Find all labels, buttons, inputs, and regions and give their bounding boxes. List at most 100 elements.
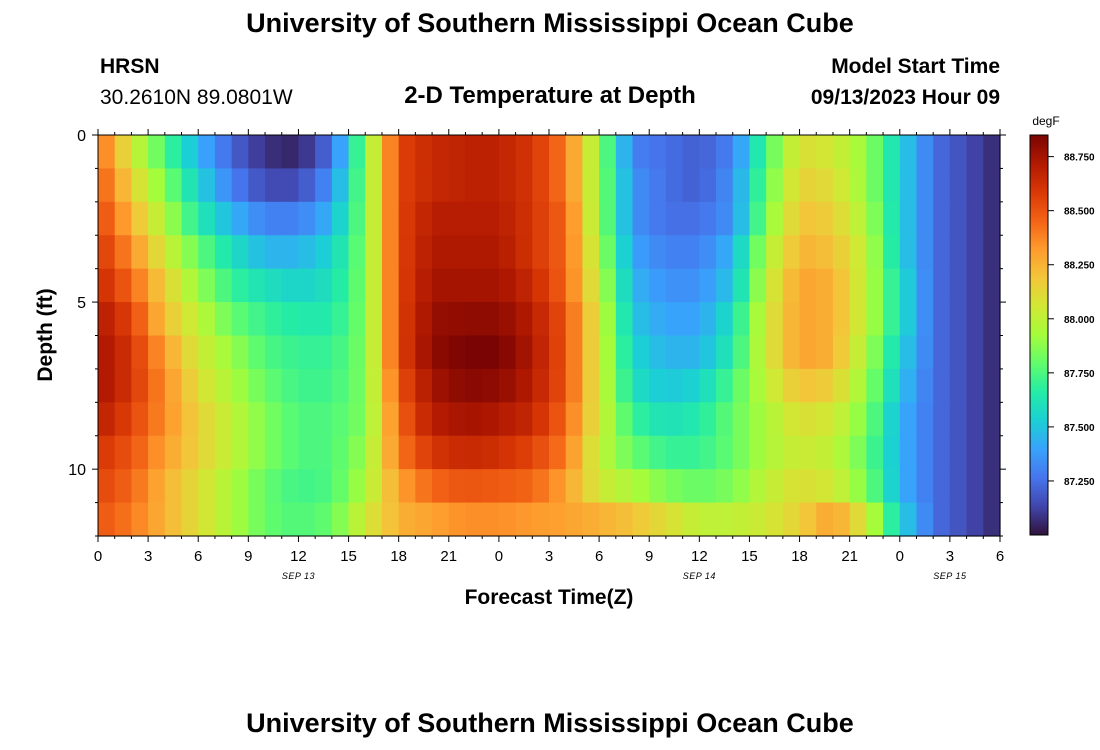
heatmap-cell <box>766 168 784 203</box>
heatmap-cell <box>565 502 583 537</box>
heatmap-cell <box>248 168 266 203</box>
heatmap-cell <box>498 335 517 370</box>
heatmap-cell <box>331 402 350 437</box>
heatmap-cell <box>331 302 350 337</box>
heatmap-cell <box>899 435 918 470</box>
heatmap-cell <box>749 402 767 437</box>
x-tick-label: 9 <box>645 548 653 565</box>
heatmap-cell <box>749 168 767 203</box>
heatmap-cell <box>532 368 550 403</box>
heatmap-cell <box>599 335 617 370</box>
heatmap-cell <box>532 335 550 370</box>
heatmap-cell <box>298 201 316 236</box>
heatmap-cell <box>298 268 316 303</box>
heatmap-cell <box>716 268 734 303</box>
heatmap-cell <box>565 469 583 504</box>
heatmap-cell <box>866 168 884 203</box>
heatmap-cell <box>916 402 934 437</box>
heatmap-cell <box>716 135 734 170</box>
heatmap-cell <box>632 268 650 303</box>
x-tick-label: 3 <box>946 548 954 565</box>
heatmap-cell <box>265 435 283 470</box>
heatmap-cell <box>365 368 383 403</box>
heatmap-cell <box>498 201 517 236</box>
heatmap-cell <box>448 168 467 203</box>
heatmap-cell <box>98 268 116 303</box>
heatmap-cell <box>198 302 216 337</box>
heatmap-cell <box>849 135 867 170</box>
heatmap-cell <box>198 469 216 504</box>
heatmap-cell <box>949 469 968 504</box>
heatmap-cell <box>615 368 634 403</box>
heatmap-cell <box>231 201 249 236</box>
heatmap-cell <box>682 502 700 537</box>
heatmap-cell <box>265 302 283 337</box>
heatmap-cell <box>966 201 984 236</box>
heatmap-cell <box>231 135 249 170</box>
heatmap-cell <box>849 302 867 337</box>
heatmap-cell <box>933 201 951 236</box>
heatmap-cell <box>498 135 517 170</box>
heatmap-cell <box>98 335 116 370</box>
heatmap-cell <box>365 402 383 437</box>
heatmap-cell <box>432 268 450 303</box>
heatmap-cell <box>782 502 801 537</box>
heatmap-cell <box>281 135 300 170</box>
heatmap-cell <box>331 368 350 403</box>
x-tick-label: 0 <box>94 548 102 565</box>
heatmap-cell <box>916 135 934 170</box>
heatmap-cell <box>265 168 283 203</box>
heatmap-cell <box>465 402 483 437</box>
heatmap-cell <box>198 235 216 270</box>
heatmap-cell <box>849 268 867 303</box>
heatmap-cell <box>198 201 216 236</box>
heatmap-cell <box>816 469 834 504</box>
heatmap-cell <box>665 435 684 470</box>
heatmap-cell <box>949 302 968 337</box>
heatmap-cell <box>632 201 650 236</box>
heatmap-cell <box>565 402 583 437</box>
heatmap-cell <box>832 268 851 303</box>
heatmap-cell <box>181 168 199 203</box>
heatmap-cell <box>131 335 149 370</box>
heatmap-cell <box>682 335 700 370</box>
heatmap-cell <box>331 168 350 203</box>
heatmap-cell <box>649 368 667 403</box>
heatmap-cell <box>315 435 333 470</box>
heatmap-cell <box>565 335 583 370</box>
heatmap-cell <box>482 368 500 403</box>
heatmap-cell <box>131 502 149 537</box>
heatmap-cell <box>682 302 700 337</box>
heatmap-cell <box>248 335 266 370</box>
heatmap-cell <box>599 268 617 303</box>
heatmap-cell <box>365 268 383 303</box>
heatmap-cell <box>766 502 784 537</box>
heatmap-cell <box>381 235 400 270</box>
heatmap-cell <box>699 235 717 270</box>
heatmap-cell <box>883 201 901 236</box>
heatmap-cell <box>682 402 700 437</box>
heatmap-cell <box>331 201 350 236</box>
heatmap-cell <box>315 201 333 236</box>
heatmap-cell <box>164 402 183 437</box>
heatmap-cell <box>465 135 483 170</box>
heatmap-cell <box>949 402 968 437</box>
heatmap-cell <box>933 168 951 203</box>
heatmap-cell <box>98 435 116 470</box>
heatmap-cell <box>599 302 617 337</box>
heatmap-cell <box>582 435 600 470</box>
colorbar-tick-label: 87.250 <box>1064 477 1095 488</box>
heatmap-cell <box>565 135 583 170</box>
heatmap-cell <box>549 268 567 303</box>
heatmap-cell <box>782 135 801 170</box>
heatmap-cell <box>799 435 817 470</box>
heatmap-cell <box>281 168 300 203</box>
heatmap-cell <box>549 435 567 470</box>
heatmap-cell <box>231 469 249 504</box>
heatmap-cell <box>298 402 316 437</box>
heatmap-cell <box>248 469 266 504</box>
heatmap-cell <box>599 402 617 437</box>
heatmap-cell <box>899 402 918 437</box>
heatmap-cell <box>198 368 216 403</box>
heatmap-cell <box>599 168 617 203</box>
